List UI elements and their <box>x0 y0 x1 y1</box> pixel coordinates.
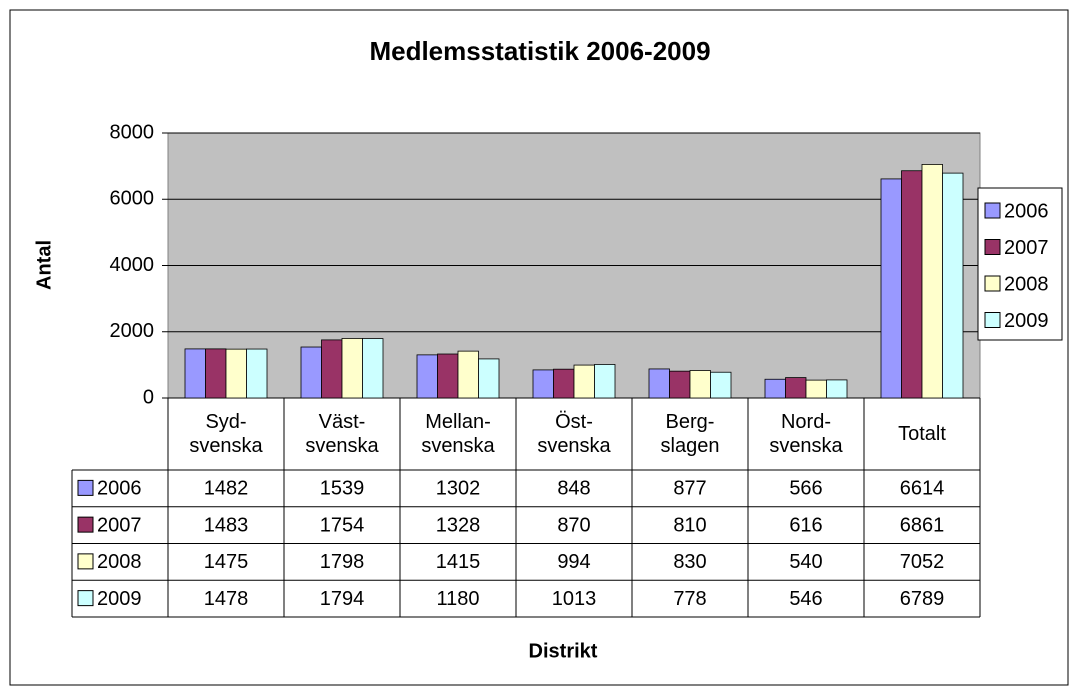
legend-key <box>984 312 1001 328</box>
x-tick-label: Nord- svenska <box>769 411 843 457</box>
chart-title: Medlemsstatistik 2006-2009 <box>369 36 710 66</box>
bar <box>437 353 459 399</box>
table-cell: 1415 <box>436 551 481 573</box>
table-cell: 1794 <box>320 588 365 610</box>
table-cell: 546 <box>789 588 822 610</box>
x-tick-label: Väst- svenska <box>305 411 379 457</box>
bar <box>341 338 363 399</box>
table-cell: 1180 <box>436 588 479 610</box>
table-row-label: 2009 <box>97 588 142 610</box>
bar <box>225 348 247 399</box>
table-cell: 566 <box>789 478 822 500</box>
table-cell: 6789 <box>900 588 945 610</box>
table-cell: 1013 <box>552 588 597 610</box>
table-cell: 778 <box>673 588 706 610</box>
table-cell: 1475 <box>204 551 249 573</box>
table-row-label: 2008 <box>97 551 142 573</box>
bar <box>826 379 848 399</box>
bar <box>942 172 964 399</box>
table-cell: 810 <box>673 514 706 536</box>
table-cell: 1482 <box>204 478 249 500</box>
table-cell: 1302 <box>436 478 481 500</box>
bar <box>764 378 786 399</box>
bar <box>300 346 322 399</box>
table-legend-key <box>77 479 94 496</box>
bar <box>532 369 554 399</box>
legend-key <box>984 275 1001 292</box>
bar <box>710 371 732 399</box>
table-cell: 1754 <box>320 514 365 536</box>
bar <box>321 339 343 399</box>
table-cell: 994 <box>557 551 590 573</box>
table-cell: 616 <box>789 514 822 536</box>
bar <box>184 348 206 399</box>
table-cell: 1478 <box>204 588 249 610</box>
table-cell: 6861 <box>900 514 945 536</box>
bar <box>416 354 438 399</box>
y-tick-label: 6000 <box>110 188 155 210</box>
x-tick-label: Syd- svenska <box>189 411 263 457</box>
bar <box>205 348 227 399</box>
y-tick-label: 4000 <box>110 254 155 276</box>
legend-key <box>984 202 1001 219</box>
table-legend-key <box>77 553 94 570</box>
table-row-label: 2007 <box>97 514 142 536</box>
table-row-label: 2006 <box>97 478 142 500</box>
bar <box>805 379 827 399</box>
x-tick-label: Öst- svenska <box>537 411 611 457</box>
table-cell: 1798 <box>320 551 365 573</box>
table-legend-key <box>77 590 94 607</box>
bar <box>573 364 595 399</box>
table-cell: 877 <box>673 478 706 500</box>
legend-label: 2008 <box>1004 273 1049 295</box>
bar <box>553 368 575 399</box>
bar <box>362 338 384 399</box>
y-tick-label: 2000 <box>110 320 155 342</box>
y-axis-label: Antal <box>33 240 55 290</box>
bar <box>785 377 807 399</box>
table-cell: 870 <box>557 514 590 536</box>
legend-label: 2006 <box>1004 200 1049 222</box>
legend-label: 2009 <box>1004 310 1049 332</box>
x-tick-label: Totalt <box>898 423 946 445</box>
table-cell: 540 <box>789 551 822 573</box>
bar <box>901 170 923 399</box>
table-cell: 7052 <box>900 551 945 573</box>
y-tick-label: 0 <box>143 386 154 408</box>
bar <box>880 178 902 399</box>
bar <box>689 370 711 399</box>
bar <box>594 364 616 399</box>
table-legend-key <box>77 516 94 533</box>
y-tick-label: 8000 <box>110 121 155 143</box>
bar <box>478 358 500 399</box>
legend-key <box>984 239 1001 255</box>
x-tick-label: Mellan- svenska <box>421 411 495 457</box>
bar <box>921 164 943 399</box>
table-cell: 848 <box>557 478 590 500</box>
legend-label: 2007 <box>1004 237 1049 259</box>
table-cell: 1328 <box>436 514 481 536</box>
table-cell: 830 <box>673 551 706 573</box>
bar <box>457 350 479 399</box>
x-axis-label: Distrikt <box>529 640 598 662</box>
bar <box>669 370 691 399</box>
table-cell: 1483 <box>204 514 249 536</box>
x-tick-label: Berg- slagen <box>660 411 720 457</box>
bar <box>246 348 268 399</box>
table-cell: 6614 <box>900 478 945 500</box>
table-cell: 1539 <box>320 478 365 500</box>
bar <box>648 368 670 399</box>
